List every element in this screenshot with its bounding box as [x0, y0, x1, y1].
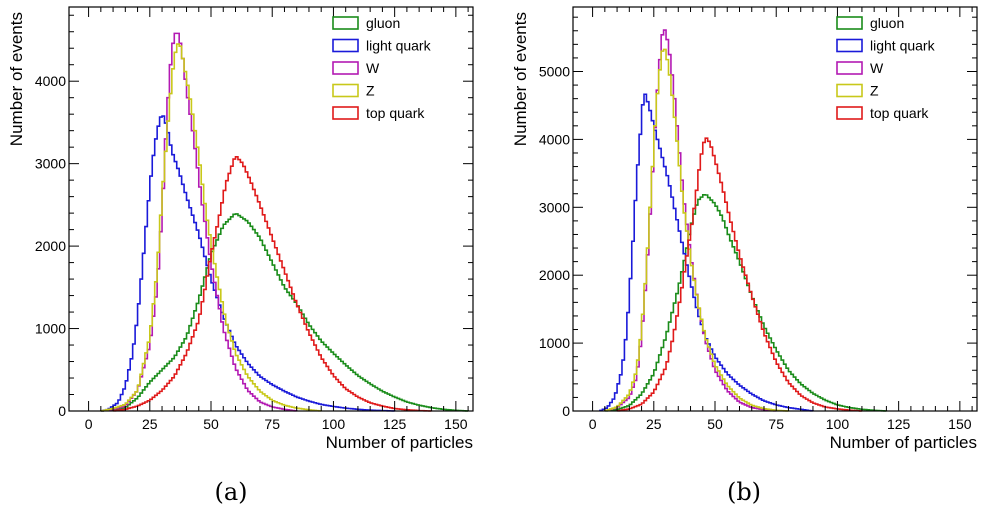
- x-axis-label: Number of particles: [830, 433, 977, 452]
- legend-swatch-top-quark: [836, 106, 863, 120]
- legend-label-W: W: [366, 60, 380, 76]
- series-top-quark: [112, 155, 433, 412]
- plot-frame: [572, 6, 978, 412]
- legend-swatch-gluon: [332, 16, 359, 30]
- series-gluon: [100, 213, 469, 412]
- y-tick-label: 1000: [35, 321, 66, 337]
- series-W: [604, 29, 778, 412]
- x-tick-label: 125: [887, 416, 911, 432]
- x-tick-label: 25: [646, 416, 662, 432]
- x-tick-label: 125: [383, 416, 407, 432]
- y-tick-label: 3000: [35, 156, 66, 172]
- y-tick-label: 4000: [539, 131, 570, 147]
- legend-label-Z: Z: [870, 83, 879, 99]
- y-tick-label: 0: [562, 403, 570, 419]
- y-tick-label: 1000: [539, 335, 570, 351]
- caption-b: (b): [727, 478, 761, 506]
- x-axis-label: Number of particles: [326, 433, 473, 452]
- y-tick-label: 4000: [35, 73, 66, 89]
- x-tick-label: 100: [322, 416, 346, 432]
- panel-a: 0 25 50 75 100 125 150 0 1000 2000 3000 4000 Number …: [7, 6, 474, 452]
- x-tick-label: 150: [948, 416, 972, 432]
- y-axis-label: Number of events: [7, 12, 26, 146]
- x-tick-label: 150: [444, 416, 468, 432]
- legend-label-W: W: [870, 60, 884, 76]
- plot-frame: [68, 6, 474, 412]
- y-tick-label: 2000: [35, 238, 66, 254]
- x-tick-label: 75: [264, 416, 280, 432]
- legend-swatch-W: [332, 61, 359, 75]
- legend-swatch-top-quark: [332, 106, 359, 120]
- x-tick-label: 0: [85, 416, 93, 432]
- x-tick-label: 50: [203, 416, 219, 432]
- panel-b: 0 25 50 75 100 125 150 0 1000 2000 3000 4000 5000 Num…: [511, 6, 978, 452]
- series-Z: [100, 43, 322, 412]
- caption-a: (a): [214, 478, 247, 506]
- legend-label-light-quark: light quark: [870, 38, 936, 54]
- x-tick-label: 0: [589, 416, 597, 432]
- y-tick-label: 0: [58, 403, 66, 419]
- legend-label-top-quark: top quark: [870, 105, 929, 121]
- series-gluon: [604, 194, 888, 412]
- series-top-quark: [616, 137, 863, 412]
- legend-swatch-gluon: [836, 16, 863, 30]
- y-tick-label: 3000: [539, 199, 570, 215]
- y-axis-label: Number of events: [511, 12, 530, 146]
- legend-swatch-Z: [836, 83, 863, 98]
- legend-swatch-Z: [332, 83, 359, 98]
- series-light-quark: [599, 93, 814, 412]
- legend-label-top-quark: top quark: [366, 105, 425, 121]
- legend-swatch-light-quark: [332, 38, 359, 53]
- x-tick-label: 25: [142, 416, 158, 432]
- legend-swatch-W: [836, 61, 863, 75]
- x-tick-label: 100: [826, 416, 850, 432]
- legend-label-gluon: gluon: [870, 15, 904, 31]
- legend-label-light-quark: light quark: [366, 38, 432, 54]
- legend-label-Z: Z: [366, 83, 375, 99]
- legend-label-gluon: gluon: [366, 15, 400, 31]
- legend-swatch-light-quark: [836, 38, 863, 53]
- y-tick-label: 2000: [539, 267, 570, 283]
- x-tick-label: 50: [707, 416, 723, 432]
- y-tick-label: 5000: [539, 64, 570, 80]
- series-Z: [604, 48, 790, 412]
- x-tick-label: 75: [768, 416, 784, 432]
